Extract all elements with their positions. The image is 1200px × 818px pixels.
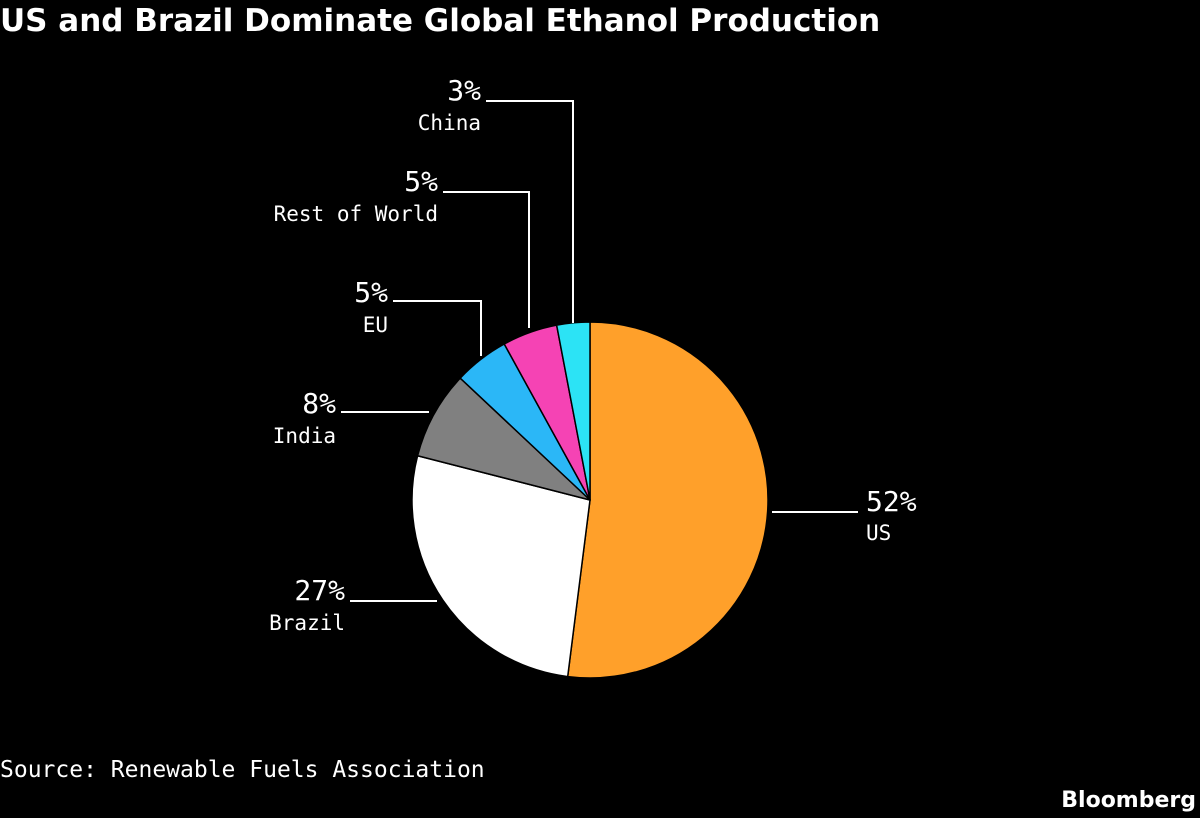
leader-line-rest-of-world — [443, 191, 530, 328]
value-label-us: 52% — [866, 485, 917, 518]
value-label-china: 3% — [447, 74, 481, 107]
pie-slice-brazil — [411, 454, 591, 678]
leader-line-eu — [393, 300, 482, 356]
category-label-brazil: Brazil — [269, 611, 345, 635]
bloomberg-logo: Bloomberg — [1061, 788, 1196, 813]
category-label-us: US — [866, 521, 891, 545]
data-labels-layer: 52% US 27% Brazil 8% India 5% EU 5% Rest of World… — [269, 74, 917, 635]
chart-title: US and Brazil Dominate Global Ethanol Pr… — [0, 3, 881, 39]
leader-lines-layer — [341, 100, 858, 602]
pie-slice-india — [416, 377, 591, 501]
source-note: Source: Renewable Fuels Association — [0, 757, 485, 783]
category-label-china: China — [418, 111, 481, 135]
category-label-rest-of-world: Rest of World — [274, 202, 438, 226]
value-label-india: 8% — [302, 387, 336, 420]
value-label-brazil: 27% — [294, 574, 345, 607]
pie-slice-us — [566, 321, 769, 679]
category-label-india: India — [273, 424, 336, 448]
category-label-eu: EU — [363, 313, 388, 337]
value-label-rest-of-world: 5% — [404, 165, 438, 198]
value-label-eu: 5% — [354, 276, 388, 309]
slices-layer — [411, 321, 769, 679]
leader-line-china — [486, 100, 574, 323]
